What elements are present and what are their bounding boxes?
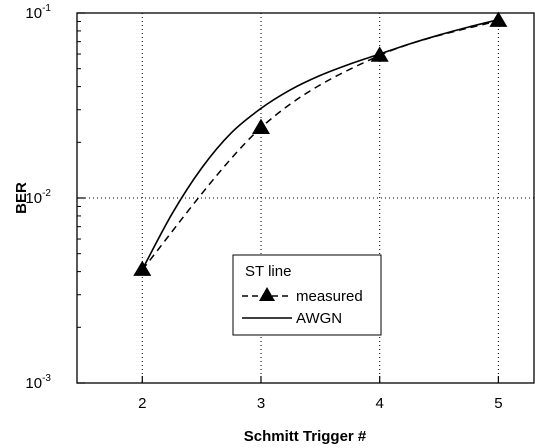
legend-box (232, 254, 382, 336)
tick-labels: 2 3 4 5 10-3 10-2 10-1 (25, 3, 502, 412)
legend: ST line measured AWGN (232, 254, 382, 336)
x-axis-title: Schmitt Trigger # (244, 428, 367, 445)
measured-point (370, 46, 389, 62)
measured-point (133, 260, 152, 276)
y-axis-title: BER (13, 182, 30, 214)
x-tick-label: 5 (494, 395, 502, 412)
x-tick-label: 2 (138, 395, 146, 412)
measured-point (489, 11, 508, 27)
series-layer (133, 11, 508, 276)
measured-point (251, 118, 270, 134)
legend-title: ST line (245, 263, 291, 280)
legend-measured-marker (259, 287, 275, 301)
series-awgn-line (141, 18, 499, 271)
x-tick-label: 3 (257, 395, 265, 412)
y-tick-label: 10-2 (25, 188, 51, 207)
y-tick-label: 10-3 (25, 373, 51, 392)
legend-awgn-label: AWGN (296, 310, 342, 327)
axis-ticks (77, 12, 499, 384)
legend-measured-label: measured (296, 288, 363, 305)
x-tick-label: 4 (376, 395, 384, 412)
y-tick-label: 10-1 (25, 3, 51, 22)
series-measured-line (141, 19, 499, 271)
